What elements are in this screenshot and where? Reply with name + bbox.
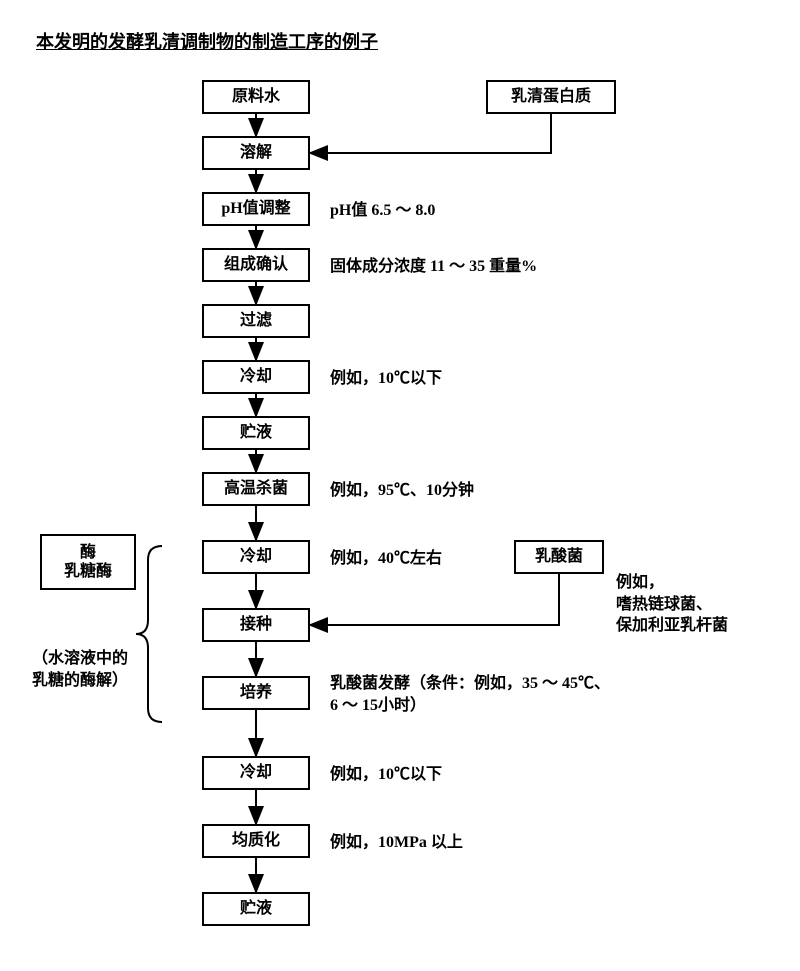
step-annot-s3: pH值 6.5 ～ 8.0 <box>330 200 435 222</box>
brace <box>136 546 162 722</box>
side-label: 乳酸菌 <box>535 547 583 566</box>
page-title: 本发明的发酵乳清调制物的制造工序的例子 <box>36 28 378 54</box>
step-s11: 培养 <box>202 676 310 710</box>
step-label: 冷却 <box>240 763 272 782</box>
step-annot-s6: 例如，10℃以下 <box>330 368 442 390</box>
step-s7: 贮液 <box>202 416 310 450</box>
step-s8: 高温杀菌 <box>202 472 310 506</box>
side-whey: 乳清蛋白质 <box>486 80 616 114</box>
enzyme-line1: 酶 <box>64 543 112 562</box>
step-s5: 过滤 <box>202 304 310 338</box>
step-annot-s8: 例如，95℃、10分钟 <box>330 480 474 502</box>
step-s4: 组成确认 <box>202 248 310 282</box>
step-label: 原料水 <box>232 87 280 106</box>
enzyme-box: 酶 乳糖酶 <box>40 534 136 590</box>
step-s10: 接种 <box>202 608 310 642</box>
step-s12: 冷却 <box>202 756 310 790</box>
side-note-lactic: 例如， 嗜热链球菌、 保加利亚乳杆菌 <box>616 572 728 637</box>
step-s14: 贮液 <box>202 892 310 926</box>
step-label: 贮液 <box>240 423 272 442</box>
step-annot-s12: 例如，10℃以下 <box>330 764 442 786</box>
step-label: 培养 <box>240 683 272 702</box>
step-annot-s11: 乳酸菌发酵（条件：例如，35 ～ 45℃、 6 ～ 15小时） <box>330 673 610 716</box>
step-label: 溶解 <box>240 143 272 162</box>
side-label: 乳清蛋白质 <box>511 87 591 106</box>
step-label: 组成确认 <box>224 255 288 274</box>
step-label: 贮液 <box>240 899 272 918</box>
side-lactic: 乳酸菌 <box>514 540 604 574</box>
step-annot-s13: 例如，10MPa 以上 <box>330 832 463 854</box>
step-s9: 冷却 <box>202 540 310 574</box>
step-s1: 原料水 <box>202 80 310 114</box>
step-annot-s9: 例如，40℃左右 <box>330 548 442 570</box>
step-label: 过滤 <box>240 311 272 330</box>
enzyme-caption: （水溶液中的 乳糖的酶解） <box>32 648 128 691</box>
step-label: pH值调整 <box>221 199 290 218</box>
enzyme-line2: 乳糖酶 <box>64 562 112 581</box>
step-label: 冷却 <box>240 367 272 386</box>
step-label: 冷却 <box>240 547 272 566</box>
step-annot-s4: 固体成分浓度 11 ～ 35 重量% <box>330 256 537 278</box>
step-label: 均质化 <box>232 831 280 850</box>
step-label: 接种 <box>240 615 272 634</box>
step-s3: pH值调整 <box>202 192 310 226</box>
step-label: 高温杀菌 <box>224 479 288 498</box>
step-s2: 溶解 <box>202 136 310 170</box>
step-s6: 冷却 <box>202 360 310 394</box>
step-s13: 均质化 <box>202 824 310 858</box>
